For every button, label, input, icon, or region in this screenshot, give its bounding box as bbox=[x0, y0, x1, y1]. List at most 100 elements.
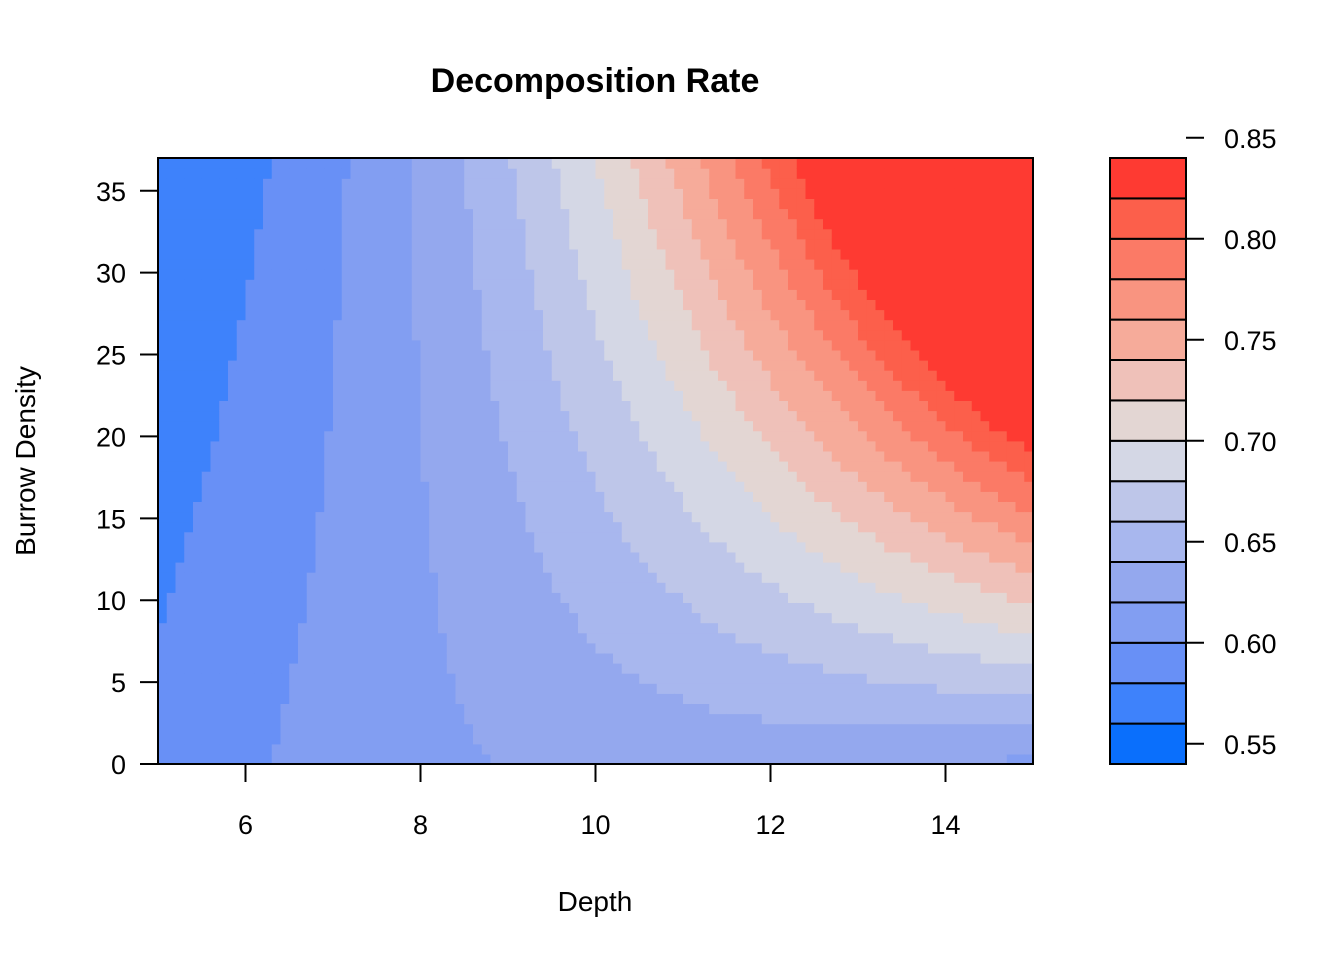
contour-cell bbox=[175, 733, 185, 745]
contour-cell bbox=[858, 531, 868, 543]
contour-cell bbox=[665, 440, 675, 452]
contour-cell bbox=[236, 592, 247, 603]
contour-cell bbox=[499, 663, 509, 674]
contour-cell bbox=[744, 430, 754, 442]
contour-cell bbox=[429, 511, 439, 523]
contour-cell bbox=[315, 168, 325, 179]
contour-cell bbox=[849, 642, 859, 654]
contour-cell bbox=[184, 208, 194, 220]
contour-cell bbox=[368, 248, 378, 260]
contour-cell bbox=[718, 683, 728, 694]
contour-cell bbox=[674, 420, 684, 432]
contour-cell bbox=[236, 218, 247, 230]
contour-cell bbox=[193, 481, 203, 492]
contour-cell bbox=[691, 582, 702, 593]
contour-cell bbox=[508, 420, 518, 432]
contour-cell bbox=[306, 289, 317, 300]
contour-cell bbox=[193, 652, 203, 664]
contour-cell bbox=[718, 168, 728, 179]
contour-cell bbox=[779, 572, 789, 583]
contour-cell bbox=[254, 178, 264, 189]
contour-cell bbox=[341, 390, 352, 401]
contour-cell bbox=[805, 572, 815, 583]
contour-cell bbox=[849, 461, 859, 472]
contour-cell bbox=[569, 562, 579, 573]
contour-cell bbox=[621, 420, 632, 432]
contour-cell bbox=[341, 299, 352, 311]
contour-cell bbox=[324, 208, 334, 220]
contour-cell bbox=[840, 339, 850, 351]
contour-cell bbox=[158, 491, 168, 502]
contour-cell bbox=[525, 269, 535, 280]
contour-cell bbox=[210, 733, 220, 745]
contour-cell bbox=[376, 370, 387, 381]
contour-cell bbox=[726, 733, 737, 745]
contour-cell bbox=[718, 299, 728, 311]
contour-cell bbox=[403, 622, 413, 634]
contour-cell bbox=[324, 531, 334, 543]
contour-cell bbox=[490, 228, 500, 240]
contour-cell bbox=[420, 289, 430, 300]
contour-cell bbox=[578, 663, 588, 674]
contour-cell bbox=[718, 440, 728, 452]
contour-cell bbox=[621, 622, 632, 634]
contour-cell bbox=[385, 753, 395, 765]
contour-cell bbox=[630, 572, 640, 583]
contour-cell bbox=[245, 683, 255, 694]
contour-cell bbox=[709, 683, 719, 694]
contour-cell bbox=[271, 531, 282, 543]
contour-cell bbox=[254, 248, 264, 260]
contour-cell bbox=[884, 683, 894, 694]
contour-cell bbox=[683, 208, 693, 220]
contour-cell bbox=[753, 642, 763, 654]
contour-cell bbox=[578, 471, 588, 482]
contour-cell bbox=[665, 683, 675, 694]
contour-cell bbox=[788, 450, 798, 462]
contour-cell bbox=[534, 481, 544, 492]
contour-cell bbox=[298, 673, 308, 684]
contour-cell bbox=[525, 430, 535, 442]
contour-cell bbox=[280, 329, 290, 341]
contour-cell bbox=[411, 360, 422, 371]
contour-cell bbox=[473, 319, 483, 331]
contour-cell bbox=[849, 622, 859, 634]
contour-cell bbox=[210, 208, 220, 220]
contour-cell bbox=[866, 259, 877, 270]
contour-cell bbox=[508, 259, 518, 270]
contour-cell bbox=[534, 612, 544, 624]
contour-cell bbox=[394, 248, 404, 260]
contour-cell bbox=[604, 511, 614, 523]
contour-cell bbox=[263, 501, 273, 513]
contour-cell bbox=[735, 743, 745, 755]
contour-cell bbox=[271, 370, 282, 381]
contour-cell bbox=[306, 683, 317, 694]
contour-cell bbox=[770, 178, 780, 189]
contour-cell bbox=[613, 238, 623, 250]
contour-cell bbox=[761, 683, 772, 694]
contour-cell bbox=[499, 753, 509, 765]
contour-cell bbox=[709, 511, 719, 523]
contour-cell bbox=[481, 248, 492, 260]
contour-cell bbox=[718, 592, 728, 603]
contour-cell bbox=[490, 642, 500, 654]
contour-cell bbox=[403, 390, 413, 401]
contour-cell bbox=[158, 713, 168, 725]
contour-cell bbox=[263, 713, 273, 725]
contour-cell bbox=[508, 622, 518, 634]
contour-cell bbox=[368, 279, 378, 290]
contour-cell bbox=[604, 248, 614, 260]
contour-cell bbox=[578, 390, 588, 401]
contour-cell bbox=[516, 168, 527, 179]
contour-cell bbox=[543, 622, 553, 634]
contour-cell bbox=[368, 450, 378, 462]
contour-cell bbox=[735, 481, 745, 492]
contour-cell bbox=[840, 390, 850, 401]
contour-cell bbox=[569, 612, 579, 624]
contour-cell bbox=[683, 450, 693, 462]
contour-cell bbox=[770, 481, 780, 492]
contour-cell bbox=[595, 370, 605, 381]
contour-cell bbox=[368, 622, 378, 634]
contour-cell bbox=[805, 319, 815, 331]
contour-cell bbox=[516, 269, 527, 280]
contour-cell bbox=[219, 269, 229, 280]
